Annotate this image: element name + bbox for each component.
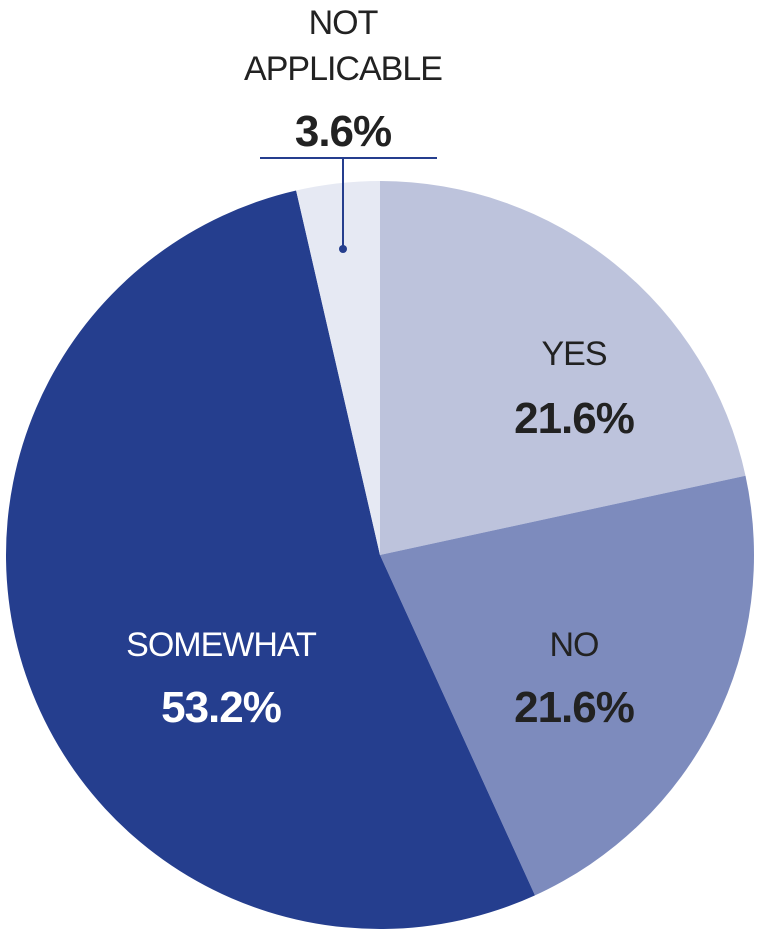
label-not-applicable-line2: APPLICABLE — [244, 50, 442, 88]
value-somewhat: 53.2% — [161, 683, 281, 732]
slice-somewhat — [5, 190, 535, 930]
pie-slices — [5, 181, 755, 930]
label-not-applicable-line1: NOT — [309, 4, 378, 42]
label-no: NO — [550, 626, 599, 664]
value-no: 21.6% — [514, 683, 634, 732]
value-not-applicable: 3.6% — [295, 107, 391, 156]
callout-dot — [339, 245, 347, 253]
label-yes: YES — [541, 335, 606, 373]
slice-not-applicable — [296, 181, 380, 555]
slice-no — [380, 475, 755, 896]
slice-yes — [380, 181, 746, 555]
label-somewhat: SOMEWHAT — [126, 626, 316, 664]
value-yes: 21.6% — [514, 394, 634, 443]
